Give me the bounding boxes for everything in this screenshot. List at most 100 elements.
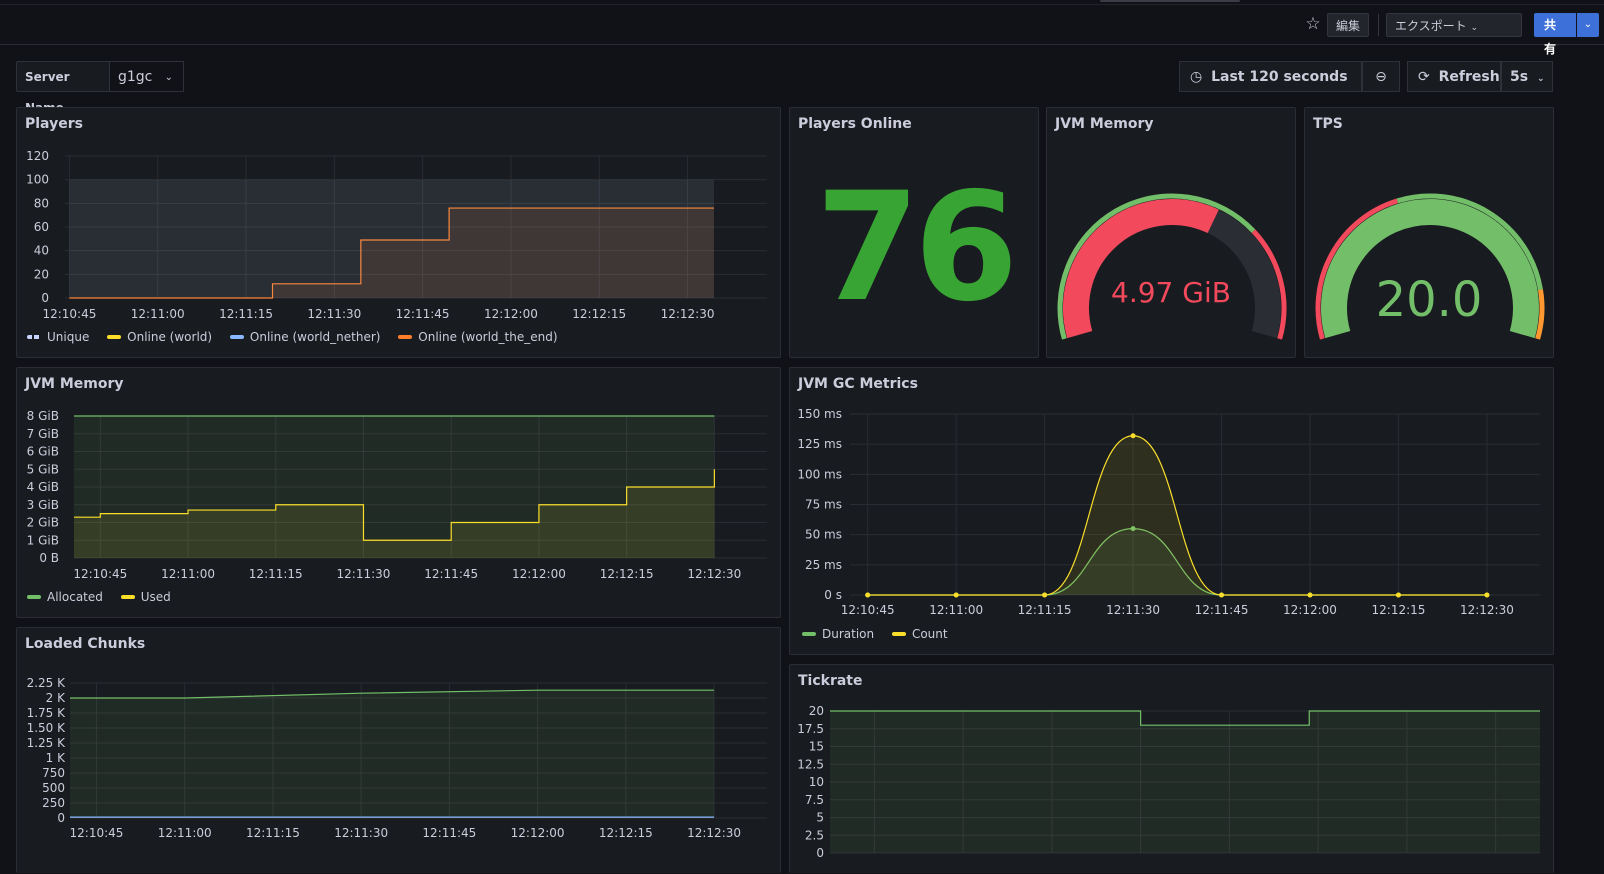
series-line [830, 710, 1540, 726]
y-tick-label: 120 [26, 149, 49, 163]
x-tick-label: 12:12:00 [1283, 603, 1337, 617]
series-area [74, 416, 715, 558]
y-tick-label: 50 ms [805, 528, 842, 542]
series-area [867, 528, 1487, 595]
y-tick-label: 150 ms [797, 407, 842, 421]
divider [0, 4, 1604, 5]
legend-swatch [802, 631, 816, 636]
legend-item-online-world-nether[interactable]: Online (world_nether) [229, 330, 381, 344]
panel-title: Players [25, 116, 83, 132]
chart-legend: Unique Online (world) Online (world_neth… [27, 330, 572, 344]
y-tick-label: 7 GiB [27, 427, 59, 441]
y-tick-label: 0 [57, 811, 65, 825]
legend-item-online-world[interactable]: Online (world) [107, 330, 212, 344]
share-button[interactable]: 共有 [1534, 13, 1576, 56]
server-name-label: Server Name [16, 61, 110, 115]
zoom-out-button[interactable]: ⊖ [1362, 61, 1400, 92]
tickrate-chart: 0 2.5 5 7.5 10 12.5 15 17.5 20 [797, 704, 1540, 860]
legend-label: Allocated [47, 590, 103, 604]
x-tick-label: 12:11:30 [334, 826, 388, 840]
series-area [830, 711, 1540, 853]
x-tick-label: 12:11:30 [307, 307, 361, 321]
panel-title: Players Online [798, 116, 912, 132]
x-tick-label: 12:12:15 [572, 307, 626, 321]
y-tick-label: 2.25 K [27, 676, 67, 690]
x-tick-label: 12:12:30 [687, 567, 741, 581]
y-tick-label: 5 GiB [27, 462, 59, 476]
x-tick-label: 12:11:30 [1106, 603, 1160, 617]
y-tick-label: 0 B [39, 551, 59, 565]
y-tick-label: 250 [42, 796, 65, 810]
y-tick-label: 500 [42, 781, 65, 795]
y-tick-label: 12.5 [797, 757, 824, 771]
y-tick-label: 0 s [824, 588, 842, 602]
tps-panel: TPS 20.0 [1304, 107, 1554, 358]
panel-title: Tickrate [798, 673, 863, 689]
server-name-select[interactable]: g1gc ⌄ [110, 61, 184, 92]
x-tick-label: 12:12:30 [687, 826, 741, 840]
legend-item-duration[interactable]: Duration [802, 627, 874, 641]
panel-title: TPS [1313, 116, 1343, 132]
y-tick-label: 100 ms [797, 467, 842, 481]
gauge-threshold [1396, 193, 1543, 291]
series-line [69, 207, 715, 299]
star-icon[interactable]: ☆ [1305, 14, 1321, 34]
series-line [74, 469, 715, 541]
gauge-threshold [1251, 229, 1287, 340]
y-tick-label: 40 [34, 244, 49, 258]
legend-item-online-world-the-end[interactable]: Online (world_the_end) [398, 330, 558, 344]
x-tick-label: 12:12:15 [599, 826, 653, 840]
y-tick-label: 10 [809, 775, 824, 789]
chevron-down-icon: ⌄ [164, 72, 173, 83]
series-line [867, 435, 1487, 596]
chevron-down-icon: ⌄ [1536, 74, 1545, 84]
legend-item-count[interactable]: Count [891, 627, 948, 641]
gauge-threshold [1057, 193, 1256, 340]
legend-item-unique[interactable]: Unique [27, 330, 89, 344]
refresh-interval-value: 5s [1510, 69, 1529, 85]
y-tick-label: 4 GiB [27, 480, 59, 494]
share-menu-button[interactable]: ⌄ [1577, 13, 1599, 37]
chart-legend: Allocated Used [27, 590, 185, 604]
time-range-picker[interactable]: ◷ Last 120 seconds ⌄ [1179, 61, 1362, 115]
legend-item-allocated[interactable]: Allocated [27, 590, 103, 604]
export-button[interactable]: エクスポート ⌄ [1386, 13, 1522, 37]
y-tick-label: 6 GiB [27, 445, 59, 459]
y-tick-label: 100 [26, 173, 49, 187]
x-tick-label: 12:11:15 [246, 826, 300, 840]
tps-gauge [1315, 193, 1545, 340]
x-tick-label: 12:11:30 [337, 567, 391, 581]
legend-label: Duration [822, 627, 875, 641]
data-point [1130, 526, 1136, 532]
x-tick-label: 12:11:00 [161, 567, 215, 581]
x-tick-label: 12:10:45 [42, 307, 96, 321]
jvm-memory-chart: 0 B 1 GiB 2 GiB 3 GiB 4 GiB 5 GiB 6 GiB 7 GiB 8 … [27, 409, 767, 581]
panel-title: JVM GC Metrics [798, 376, 918, 392]
gauge-threshold [1535, 289, 1545, 340]
x-tick-label: 12:11:45 [396, 307, 450, 321]
x-tick-label: 12:12:15 [1372, 603, 1426, 617]
legend-item-used[interactable]: Used [120, 590, 171, 604]
y-tick-label: 2 GiB [27, 516, 59, 530]
y-tick-label: 1.75 K [27, 706, 67, 720]
y-tick-label: 75 ms [805, 498, 842, 512]
y-tick-label: 15 [809, 740, 824, 754]
time-range-label: Last 120 seconds [1211, 69, 1348, 85]
y-tick-label: 5 [816, 811, 824, 825]
panel-title: JVM Memory [25, 376, 124, 392]
jvm-memory-panel: JVM Memory 0 B 1 GiB 2 GiB 3 GiB 4 GiB 5 GiB 6… [16, 367, 781, 618]
edit-button[interactable]: 編集 [1327, 13, 1370, 37]
scroll-indicator [1100, 0, 1240, 2]
refresh-button[interactable]: ⟳ Refresh [1407, 61, 1501, 92]
y-tick-label: 750 [42, 766, 65, 780]
series-area [69, 179, 715, 298]
y-tick-label: 2 K [46, 691, 66, 705]
y-tick-label: 1.50 K [27, 721, 67, 735]
refresh-interval-picker[interactable]: 5s ⌄ [1501, 61, 1553, 92]
refresh-icon: ⟳ [1418, 69, 1430, 85]
legend-label: Online (world_nether) [249, 330, 381, 344]
legend-label: Count [911, 627, 948, 641]
edit-label: 編集 [1336, 19, 1361, 33]
jvm-memory-gauge [1057, 193, 1287, 340]
